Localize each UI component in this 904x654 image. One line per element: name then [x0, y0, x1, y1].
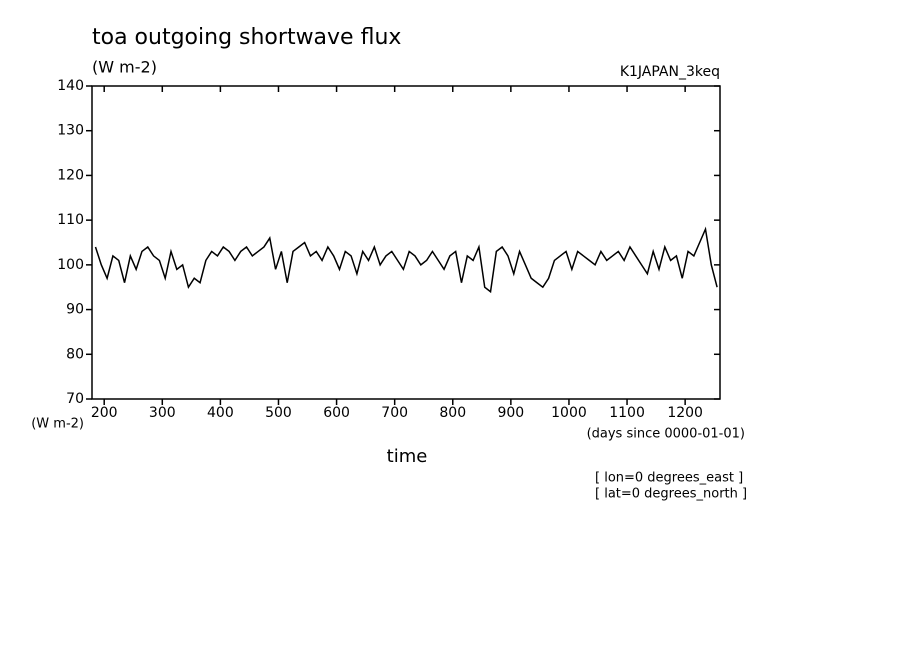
- y-tick-label: 140: [57, 78, 84, 94]
- x-tick-label: 600: [323, 405, 350, 421]
- x-tick-label: 1200: [667, 405, 703, 421]
- data-line: [94, 226, 718, 294]
- y-tick-label: 80: [66, 346, 84, 362]
- x-tick-label: 900: [497, 405, 524, 421]
- chart-title: toa outgoing shortwave flux: [92, 25, 401, 50]
- chart-subtitle: (W m-2): [92, 58, 157, 77]
- x-tick-label: 700: [381, 405, 408, 421]
- x-tick-label: 300: [149, 405, 176, 421]
- x-tick-label: 800: [439, 405, 466, 421]
- y-tick-label: 100: [57, 257, 84, 273]
- annotation: K1JAPAN_3keq: [620, 64, 720, 80]
- x-axis-unit: (days since 0000-01-01): [587, 427, 745, 442]
- x-axis-label: time: [387, 446, 428, 467]
- y-tick-label: 70: [66, 391, 84, 407]
- y-tick-label: 110: [57, 212, 84, 228]
- note: [ lat=0 degrees_north ]: [595, 487, 747, 502]
- y-axis-unit: (W m-2): [31, 417, 84, 432]
- y-tick-label: 130: [57, 123, 84, 139]
- x-tick-label: 1000: [551, 405, 587, 421]
- x-tick-label: 500: [265, 405, 292, 421]
- x-tick-label: 200: [91, 405, 118, 421]
- note: [ lon=0 degrees_east ]: [595, 471, 743, 486]
- y-tick-label: 90: [66, 302, 84, 318]
- y-tick-label: 120: [57, 167, 84, 183]
- x-tick-label: 1100: [609, 405, 645, 421]
- plot-frame: [91, 85, 721, 400]
- x-tick-label: 400: [207, 405, 234, 421]
